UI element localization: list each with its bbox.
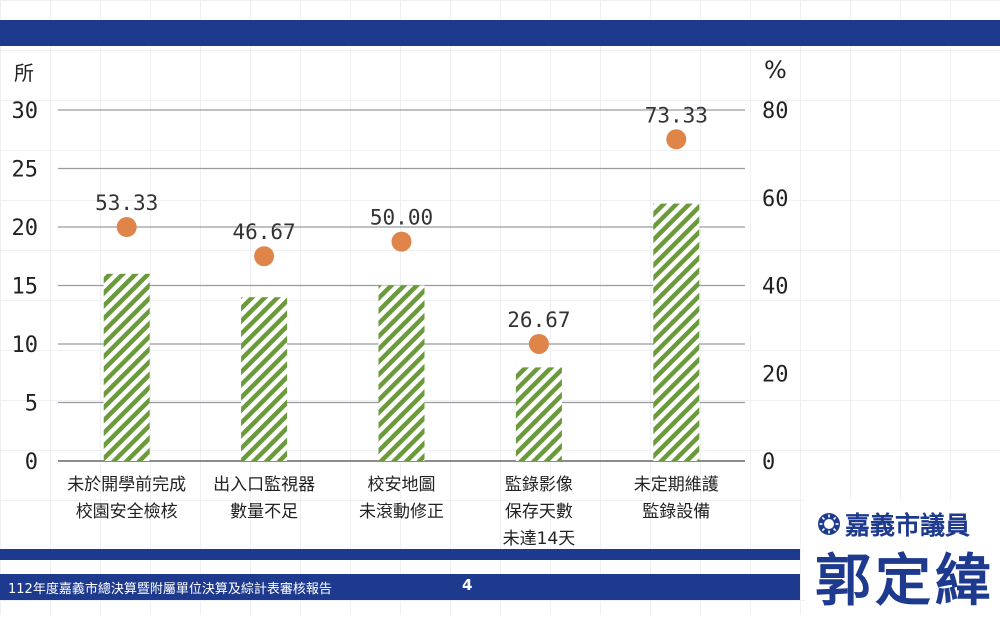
pct-data-label: 26.67: [507, 308, 570, 332]
category-label: 未定期維護: [634, 475, 719, 495]
right-tick-label: 0: [762, 450, 775, 475]
pct-dot: [666, 129, 687, 150]
chart-area: 0 5 10 15 20 25 30 0 20 40 60 80 所% 53.33 未於開學前完成 校園安全檢…: [0, 50, 800, 550]
bar: [653, 203, 700, 461]
bar-line-chart: 0 5 10 15 20 25 30 0 20 40 60 80 所 % 53.33 未於開學前完成校園安全檢…: [12, 56, 789, 549]
category-label: 未達14天: [503, 529, 576, 549]
bar: [515, 367, 562, 461]
footer-divider: [0, 549, 800, 560]
badge-title-row: 嘉義市議員: [817, 506, 970, 542]
councilor-name: 郭定緯: [815, 549, 995, 614]
right-tick-label: 60: [762, 187, 789, 212]
pct-data-label: 46.67: [232, 220, 295, 244]
left-tick-label: 30: [12, 99, 39, 124]
pct-data-label: 73.33: [645, 103, 708, 127]
pct-data-label: 50.00: [370, 206, 433, 230]
badge-title: 嘉義市議員: [845, 511, 971, 540]
category-label: 監錄影像: [505, 475, 573, 495]
report-title: 112年度嘉義市總決算暨附屬單位決算及綜計表審核報告: [8, 582, 332, 597]
right-tick-label: 80: [762, 99, 789, 124]
footer-bar: 112年度嘉義市總決算暨附屬單位決算及綜計表審核報告 4: [0, 574, 800, 600]
left-tick-label: 0: [25, 450, 38, 475]
category-label: 校園安全檢核: [76, 502, 178, 522]
category-label: 未於開學前完成: [67, 475, 186, 495]
councilor-badge: 嘉義市議員 郭定緯: [805, 500, 1000, 615]
left-tick-label: 25: [12, 158, 39, 183]
bar: [103, 273, 150, 461]
right-axis-unit: %: [764, 56, 787, 84]
bar: [241, 297, 288, 461]
left-tick-label: 20: [12, 216, 39, 241]
category-label: 監錄設備: [642, 502, 710, 522]
pct-dot: [391, 231, 412, 252]
right-tick-label: 40: [762, 275, 789, 300]
category-label: 未滾動修正: [359, 502, 444, 522]
left-tick-label: 5: [25, 392, 38, 417]
pct-dot: [116, 217, 137, 238]
category-label: 校安地圖: [368, 475, 436, 495]
left-axis-unit: 所: [14, 61, 34, 85]
left-tick-label: 15: [12, 275, 39, 300]
pct-data-label: 53.33: [95, 191, 158, 215]
pct-dot: [254, 246, 275, 267]
bar: [378, 285, 425, 461]
sun-emblem-icon: [818, 513, 840, 535]
page-number: 4: [462, 576, 473, 594]
header-band: [0, 20, 1000, 46]
category-label: 數量不足: [230, 502, 298, 522]
pct-dot: [528, 333, 549, 354]
category-label: 保存天數: [505, 502, 573, 522]
left-tick-label: 10: [12, 333, 39, 358]
category-label: 出入口監視器: [213, 475, 315, 495]
right-tick-label: 20: [762, 362, 789, 387]
